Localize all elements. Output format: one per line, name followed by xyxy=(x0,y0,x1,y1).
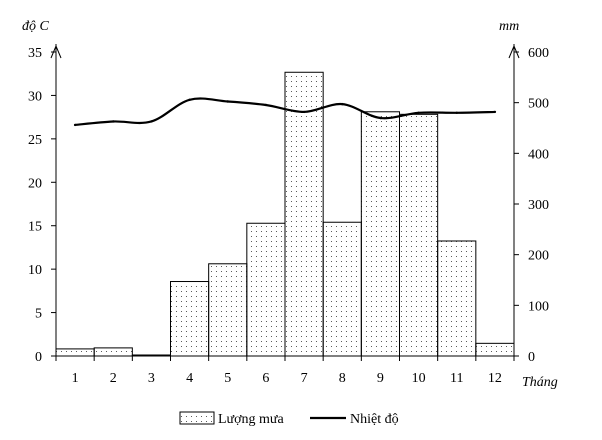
right-axis-label: mm xyxy=(499,19,519,34)
left-axis-arrow xyxy=(50,44,62,59)
temperature-point-11 xyxy=(455,111,458,115)
x-tick-label: 6 xyxy=(262,371,269,386)
rain-bar-2 xyxy=(93,347,133,357)
right-tick-label: 400 xyxy=(528,147,549,162)
left-tick-label: 20 xyxy=(28,176,42,191)
x-tick-label: 8 xyxy=(339,371,346,386)
rain-bar-5 xyxy=(208,263,248,357)
rain-bar-11 xyxy=(437,240,477,357)
x-tick-label: 7 xyxy=(301,371,308,386)
left-tick-label: 5 xyxy=(35,307,42,322)
temperature-point-9 xyxy=(379,116,382,120)
legend: Lượng mưa Nhiệt độ xyxy=(179,411,399,427)
temperature-line xyxy=(74,97,495,127)
x-tick-label: 12 xyxy=(488,371,502,386)
temperature-point-12 xyxy=(493,110,497,114)
left-tick-label: 25 xyxy=(28,133,42,148)
temperature-line-layer xyxy=(73,97,497,127)
axis-labels: độ C mm Tháng xyxy=(22,19,558,390)
temperature-point-1 xyxy=(73,123,77,127)
left-tick-label: 30 xyxy=(28,89,42,104)
right-tick-label: 500 xyxy=(528,97,549,112)
temperature-point-4 xyxy=(188,98,191,101)
x-tick-label: 2 xyxy=(110,371,117,386)
legend-rain-label: Lượng mưa xyxy=(218,412,285,427)
left-tick-label: 15 xyxy=(28,220,42,235)
right-tick-label: 600 xyxy=(528,46,549,61)
left-tick-label: 0 xyxy=(35,350,42,365)
x-tick-label: 5 xyxy=(224,371,231,386)
right-tick-label: 300 xyxy=(528,198,549,213)
x-tick-label: 9 xyxy=(377,371,384,386)
legend-temp-label: Nhiệt độ xyxy=(350,412,399,427)
temperature-point-8 xyxy=(341,102,344,106)
right-tick-label: 100 xyxy=(528,299,549,314)
right-tick-label: 200 xyxy=(528,249,549,264)
x-tick-label: 11 xyxy=(450,371,463,386)
rainfall-bars xyxy=(55,71,515,357)
right-tick-label: 0 xyxy=(528,350,535,365)
legend-rain-swatch xyxy=(179,411,215,425)
temperature-point-2 xyxy=(112,120,115,123)
temperature-point-3 xyxy=(150,120,153,123)
x-tick-label: 1 xyxy=(72,371,79,386)
rain-bar-10 xyxy=(399,113,439,357)
x-tick-label: 10 xyxy=(412,371,426,386)
left-axis-label: độ C xyxy=(22,19,50,34)
left-tick-label: 35 xyxy=(28,46,42,61)
temperature-point-5 xyxy=(226,100,229,103)
x-axis-label: Tháng xyxy=(522,375,558,390)
rain-bar-8 xyxy=(322,221,362,357)
x-tick-label: 3 xyxy=(148,371,155,386)
temperature-point-7 xyxy=(302,110,306,114)
temperature-point-6 xyxy=(264,103,268,107)
rain-bar-7 xyxy=(284,71,324,357)
rain-bar-1 xyxy=(55,348,95,357)
temperature-point-10 xyxy=(417,111,420,115)
x-tick-label: 4 xyxy=(186,371,193,386)
rain-bar-12 xyxy=(475,342,515,357)
rain-bar-6 xyxy=(246,222,286,357)
rain-bar-4 xyxy=(170,281,210,357)
right-axis-arrow xyxy=(508,44,520,59)
left-tick-label: 10 xyxy=(28,263,42,278)
rain-bar-9 xyxy=(360,111,401,357)
